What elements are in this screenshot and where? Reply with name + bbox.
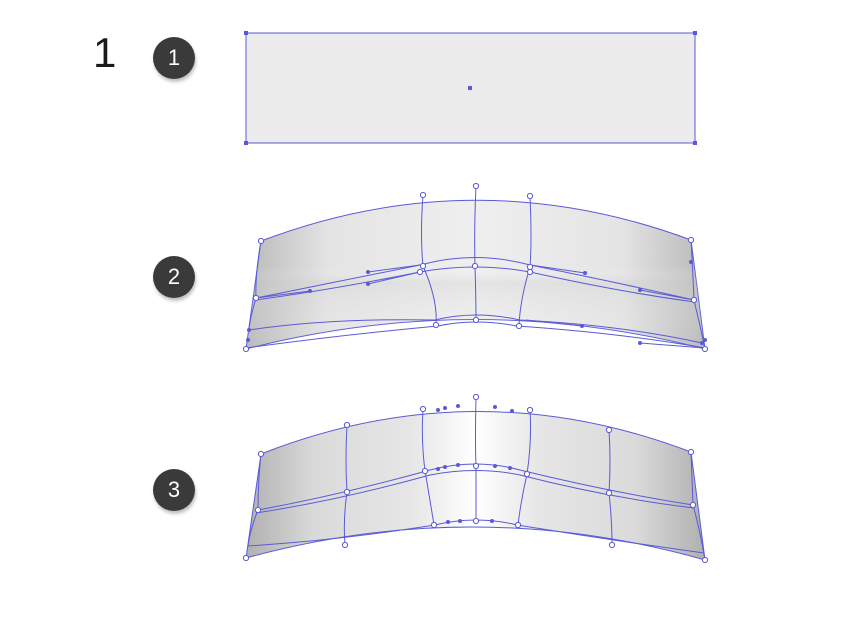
mesh-handles-step-2 (246, 260, 707, 345)
step-badge-3-label: 3 (167, 477, 181, 502)
rectangle-shape (244, 31, 697, 145)
step-number: 1 (93, 29, 117, 76)
step-badge-3: 3 (153, 469, 195, 511)
mesh-points-step-3 (242, 393, 709, 564)
mesh-shape-step-3 (245, 396, 706, 561)
step-badge-2-label: 2 (167, 264, 181, 289)
mesh-shape-step-2 (245, 185, 706, 350)
step-badge-2: 2 (153, 256, 195, 298)
step-badge-1: 1 (153, 37, 195, 79)
step-badge-1-label: 1 (167, 45, 181, 70)
mesh-points-step-2 (242, 182, 709, 353)
mesh-handles-step-3 (436, 404, 514, 524)
